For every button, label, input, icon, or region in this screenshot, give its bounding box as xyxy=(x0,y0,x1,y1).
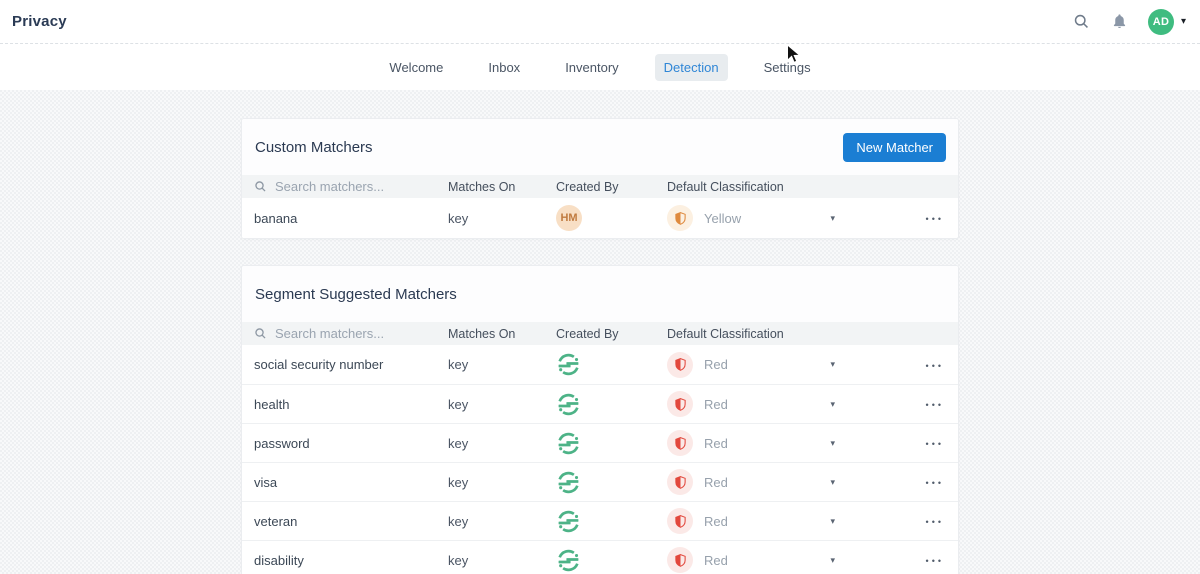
segment-matchers-header: Segment Suggested Matchers xyxy=(242,266,958,322)
segment-logo-icon xyxy=(558,471,579,493)
classification-value: Red xyxy=(704,513,728,529)
matcher-name: visa xyxy=(254,474,278,490)
matcher-name: disability xyxy=(254,552,304,568)
matches-on-value: key xyxy=(448,435,469,451)
classification-shield-icon xyxy=(667,547,693,573)
segment-logo-icon xyxy=(558,549,579,571)
classification-dropdown-caret-icon[interactable]: ▾ xyxy=(830,515,835,526)
chevron-down-icon[interactable]: ▾ xyxy=(1180,15,1186,27)
card-title: Custom Matchers xyxy=(255,138,373,156)
table-row: health key Red ▾ ••• xyxy=(242,384,958,423)
matcher-name: social security number xyxy=(254,357,384,372)
table-row: veteran key Red ▾ ••• xyxy=(242,501,958,540)
classification-dropdown-caret-icon[interactable]: ▾ xyxy=(830,554,835,565)
classification-value: Red xyxy=(704,552,728,568)
search-icon xyxy=(255,181,266,192)
column-created-by: Created By xyxy=(556,326,619,341)
classification-dropdown-caret-icon[interactable]: ▾ xyxy=(830,437,835,448)
creator-avatar: HM xyxy=(556,205,582,231)
segment-logo-icon xyxy=(558,432,579,454)
table-header: Search matchers... Matches On Created By… xyxy=(242,322,958,345)
classification-value: Red xyxy=(704,357,728,372)
tab-welcome[interactable]: Welcome xyxy=(389,59,444,75)
topbar: Privacy AD ▾ xyxy=(0,0,1200,44)
table-row: social security number key Red ▾ xyxy=(242,345,958,384)
column-default-classification: Default Classification xyxy=(667,179,784,194)
tab-inbox[interactable]: Inbox xyxy=(488,59,521,75)
search-placeholder: Search matchers... xyxy=(275,326,385,341)
matcher-name: health xyxy=(254,396,290,412)
topbar-actions: AD ▾ xyxy=(1072,8,1186,35)
custom-matchers-header: Custom Matchers New Matcher xyxy=(242,119,958,175)
row-overflow-menu-icon[interactable]: ••• xyxy=(925,214,944,224)
table-row: visa key Red ▾ ••• xyxy=(242,462,958,501)
classification-value: Red xyxy=(704,435,728,451)
row-overflow-menu-icon[interactable]: ••• xyxy=(925,556,944,566)
table-row: disability key Red ▾ ••• xyxy=(242,540,958,574)
avatar[interactable]: AD xyxy=(1147,8,1174,35)
search-placeholder: Search matchers... xyxy=(275,179,385,194)
segment-logo-icon xyxy=(558,393,579,415)
new-matcher-button[interactable]: New Matcher xyxy=(843,132,946,162)
column-matches-on: Matches On xyxy=(448,326,516,341)
search-icon xyxy=(255,328,266,339)
search-matchers-input[interactable]: Search matchers... xyxy=(254,326,448,341)
classification-dropdown-caret-icon[interactable]: ▾ xyxy=(830,398,835,409)
tab-inventory[interactable]: Inventory xyxy=(565,59,619,75)
tab-detection[interactable]: Detection xyxy=(654,53,728,81)
classification-shield-icon xyxy=(667,430,693,456)
matches-on-value: key xyxy=(448,210,469,226)
table-row: password key Red ▾ ••• xyxy=(242,423,958,462)
app-title: Privacy xyxy=(12,13,67,30)
custom-matchers-rows: banana key HM Yellow ▾ ••• xyxy=(242,198,958,238)
card-title: Segment Suggested Matchers xyxy=(255,285,457,303)
classification-dropdown-caret-icon[interactable]: ▾ xyxy=(830,359,835,369)
segment-logo-icon xyxy=(558,353,579,376)
custom-matchers-card: Custom Matchers New Matcher Search match… xyxy=(241,118,959,239)
matches-on-value: key xyxy=(448,396,469,412)
row-overflow-menu-icon[interactable]: ••• xyxy=(925,517,944,527)
segment-matchers-rows: social security number key Red ▾ xyxy=(242,345,958,574)
classification-value: Red xyxy=(704,396,728,412)
classification-value: Yellow xyxy=(704,210,742,226)
matcher-name: password xyxy=(254,435,310,451)
classification-dropdown-caret-icon[interactable]: ▾ xyxy=(830,212,835,223)
classification-shield-icon xyxy=(667,469,693,495)
matches-on-value: key xyxy=(448,474,469,490)
search-icon[interactable] xyxy=(1072,12,1092,32)
matches-on-value: key xyxy=(448,357,469,372)
classification-dropdown-caret-icon[interactable]: ▾ xyxy=(830,476,835,487)
classification-shield-icon xyxy=(667,391,693,417)
classification-shield-icon xyxy=(667,205,693,231)
user-menu[interactable]: AD ▾ xyxy=(1147,8,1186,35)
matcher-name: banana xyxy=(254,210,298,226)
column-matches-on: Matches On xyxy=(448,179,516,194)
column-default-classification: Default Classification xyxy=(667,326,784,341)
tab-settings[interactable]: Settings xyxy=(763,59,811,75)
column-created-by: Created By xyxy=(556,179,619,194)
segment-logo-icon xyxy=(558,510,579,532)
main-nav: Welcome Inbox Inventory Detection Settin… xyxy=(0,44,1200,90)
table-header: Search matchers... Matches On Created By… xyxy=(242,175,958,198)
segment-suggested-matchers-card: Segment Suggested Matchers Search matche… xyxy=(241,265,959,574)
search-matchers-input[interactable]: Search matchers... xyxy=(254,179,448,194)
table-row: banana key HM Yellow ▾ ••• xyxy=(242,198,958,238)
row-overflow-menu-icon[interactable]: ••• xyxy=(925,439,944,449)
matcher-name: veteran xyxy=(254,513,298,529)
matches-on-value: key xyxy=(448,513,469,529)
row-overflow-menu-icon[interactable]: ••• xyxy=(925,360,944,371)
classification-shield-icon xyxy=(667,351,693,378)
classification-value: Red xyxy=(704,474,728,490)
matches-on-value: key xyxy=(448,552,469,568)
row-overflow-menu-icon[interactable]: ••• xyxy=(925,400,944,410)
classification-shield-icon xyxy=(667,508,693,534)
row-overflow-menu-icon[interactable]: ••• xyxy=(925,478,944,488)
notifications-bell-icon[interactable] xyxy=(1110,12,1130,32)
detection-page: Custom Matchers New Matcher Search match… xyxy=(0,90,1200,574)
